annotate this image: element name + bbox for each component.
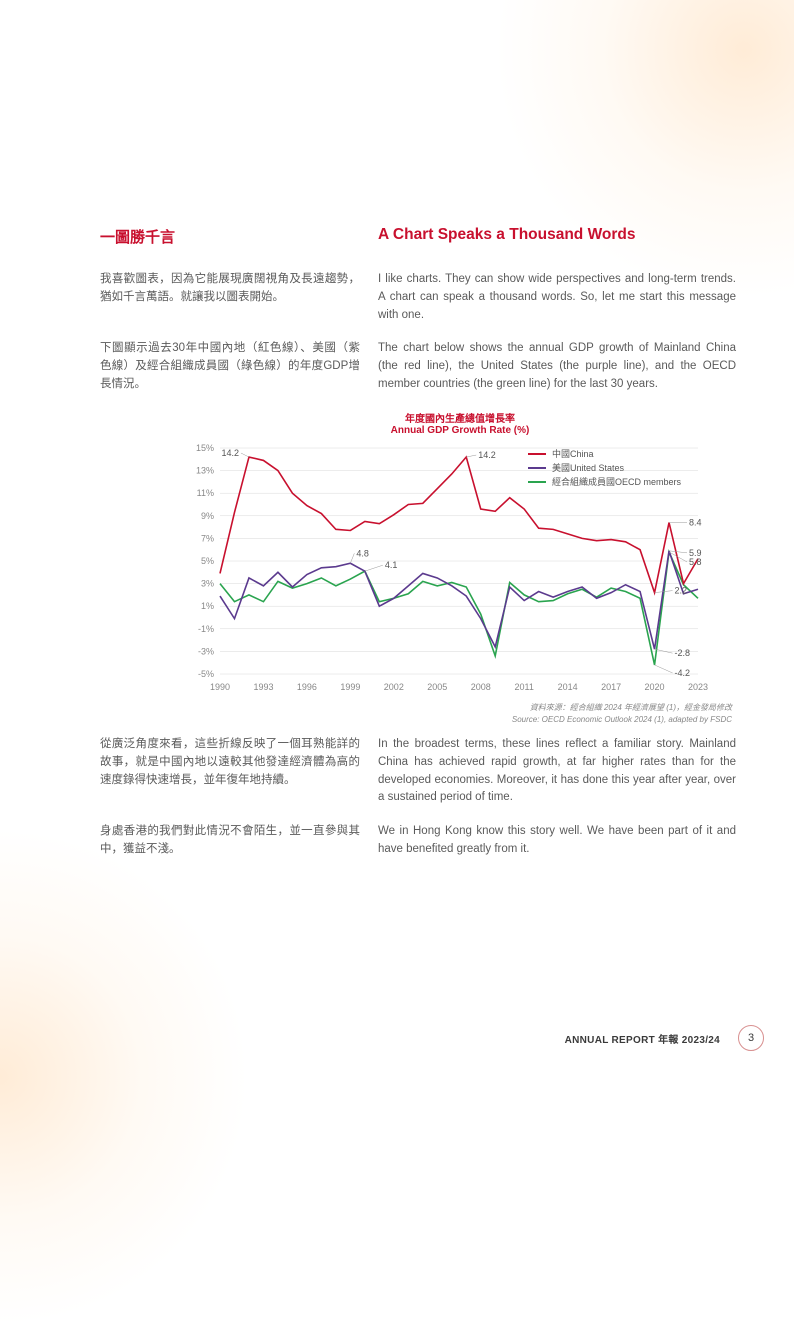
svg-text:經合組織成員國OECD members: 經合組織成員國OECD members xyxy=(552,476,682,487)
svg-text:-3%: -3% xyxy=(198,646,214,656)
svg-text:14.2: 14.2 xyxy=(478,450,496,460)
svg-text:-5%: -5% xyxy=(198,669,214,679)
svg-text:1996: 1996 xyxy=(297,682,317,692)
svg-text:2017: 2017 xyxy=(601,682,621,692)
svg-text:2.2: 2.2 xyxy=(675,586,688,596)
chart-source-zh: 資料來源：經合組織 2024 年經濟展望 (1)，經金發局修改 xyxy=(180,702,740,713)
page-footer: ANNUAL REPORT 年報 2023/24 3 xyxy=(565,1025,764,1051)
para3-en: In the broadest terms, these lines refle… xyxy=(378,736,736,807)
svg-text:14.2: 14.2 xyxy=(221,448,239,458)
para1-en: I like charts. They can show wide perspe… xyxy=(378,271,736,324)
footer-text: ANNUAL REPORT 年報 2023/24 xyxy=(565,1031,720,1046)
para2-row: 下圖顯示過去30年中國內地（紅色線）、美國（紫色線）及經合組織成員國（綠色線）的… xyxy=(100,340,736,393)
svg-text:1%: 1% xyxy=(201,601,214,611)
svg-text:-4.2: -4.2 xyxy=(675,668,691,678)
svg-text:9%: 9% xyxy=(201,511,214,521)
heading-en: A Chart Speaks a Thousand Words xyxy=(378,226,736,244)
svg-text:3%: 3% xyxy=(201,578,214,588)
svg-text:1990: 1990 xyxy=(210,682,230,692)
para2-zh: 下圖顯示過去30年中國內地（紅色線）、美國（紫色線）及經合組織成員國（綠色線）的… xyxy=(100,340,360,393)
chart-source-en: Source: OECD Economic Outlook 2024 (1), … xyxy=(180,715,740,724)
svg-text:15%: 15% xyxy=(196,443,214,453)
svg-text:4.8: 4.8 xyxy=(356,548,369,558)
para1-row: 我喜歡圖表，因為它能展現廣闊視角及長遠趨勢，猶如千言萬語。就讓我以圖表開始。 I… xyxy=(100,271,736,324)
page-number: 3 xyxy=(738,1025,764,1051)
chart-svg: -5% -3% -1% 1% 3% 5% 7% 9% 11% 13% 15% 1990 1993 1996… xyxy=(180,440,740,700)
para4-en: We in Hong Kong know this story well. We… xyxy=(378,823,736,859)
para1-zh: 我喜歡圖表，因為它能展現廣闊視角及長遠趨勢，猶如千言萬語。就讓我以圖表開始。 xyxy=(100,271,360,307)
svg-text:2020: 2020 xyxy=(645,682,665,692)
svg-text:-1%: -1% xyxy=(198,624,214,634)
chart-title-zh: 年度國內生產總值增長率 xyxy=(180,410,740,425)
heading-row: 一圖勝千言 A Chart Speaks a Thousand Words xyxy=(100,226,736,255)
svg-text:7%: 7% xyxy=(201,533,214,543)
svg-text:2005: 2005 xyxy=(427,682,447,692)
svg-text:2023: 2023 xyxy=(688,682,708,692)
para3-zh: 從廣泛角度來看，這些折線反映了一個耳熟能詳的故事，就是中國內地以遠較其他發達經濟… xyxy=(100,736,360,789)
heading-zh: 一圖勝千言 xyxy=(100,226,360,247)
svg-text:11%: 11% xyxy=(197,488,214,498)
svg-text:2014: 2014 xyxy=(558,682,578,692)
svg-text:2011: 2011 xyxy=(515,682,534,692)
svg-text:1999: 1999 xyxy=(340,682,360,692)
para4-row: 身處香港的我們對此情況不會陌生，並一直參與其中，獲益不淺。 We in Hong… xyxy=(100,823,736,859)
svg-text:2002: 2002 xyxy=(384,682,404,692)
svg-text:4.1: 4.1 xyxy=(385,560,398,570)
gdp-chart: 年度國內生產總值增長率 Annual GDP Growth Rate (%) -… xyxy=(180,410,740,724)
svg-text:5%: 5% xyxy=(201,556,214,566)
svg-text:1993: 1993 xyxy=(253,682,273,692)
para2-en: The chart below shows the annual GDP gro… xyxy=(378,340,736,393)
svg-text:5.8: 5.8 xyxy=(689,557,702,567)
svg-text:13%: 13% xyxy=(196,465,214,475)
svg-text:8.4: 8.4 xyxy=(689,517,702,527)
para4-zh: 身處香港的我們對此情況不會陌生，並一直參與其中，獲益不淺。 xyxy=(100,823,360,859)
page-content: 一圖勝千言 A Chart Speaks a Thousand Words 我喜… xyxy=(0,0,794,859)
svg-text:-2.8: -2.8 xyxy=(675,648,691,658)
para3-row: 從廣泛角度來看，這些折線反映了一個耳熟能詳的故事，就是中國內地以遠較其他發達經濟… xyxy=(100,736,736,807)
svg-text:中國China: 中國China xyxy=(552,448,594,459)
chart-title-en: Annual GDP Growth Rate (%) xyxy=(180,425,740,436)
svg-text:2008: 2008 xyxy=(471,682,491,692)
bg-glow-bottom xyxy=(0,827,250,1327)
svg-text:美國United States: 美國United States xyxy=(552,462,625,473)
